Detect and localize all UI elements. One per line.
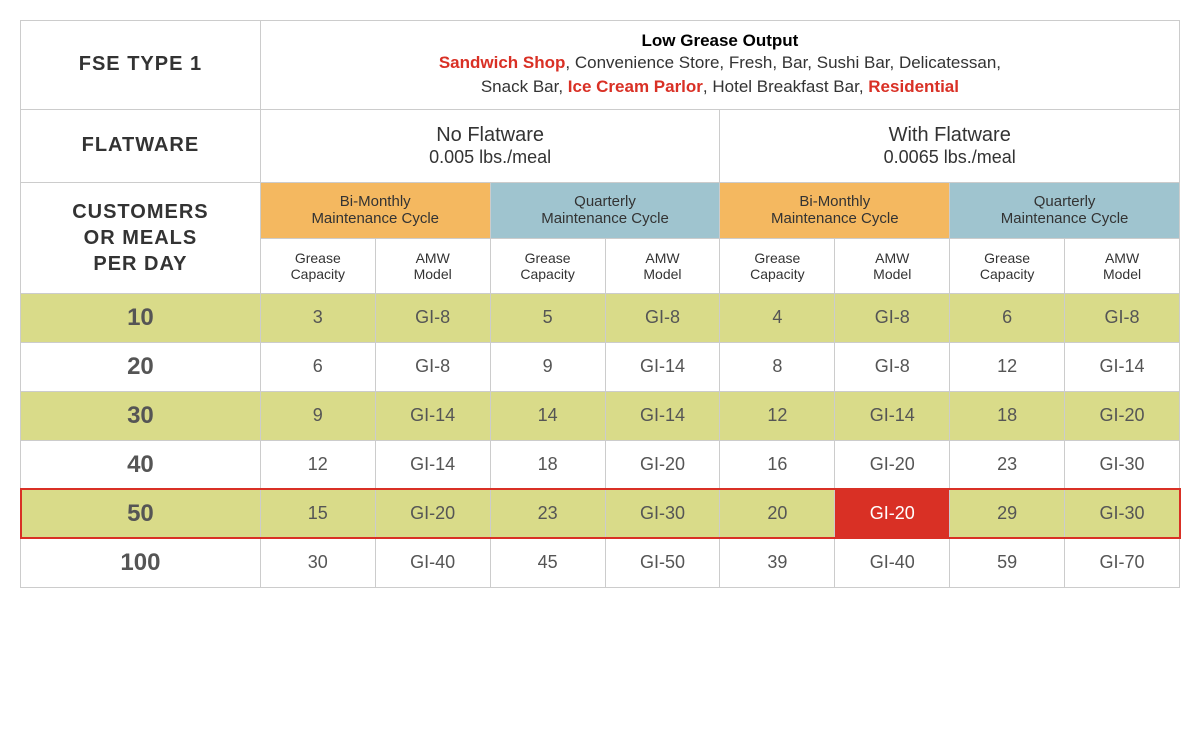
amw-model-value: GI-70 [1065,538,1180,587]
amw-model-value: GI-20 [835,489,950,538]
grease-capacity-value: 18 [490,440,605,489]
sub-amw-3: AMWModel [835,239,950,293]
amw-model-value: GI-20 [1065,391,1180,440]
grease-capacity-value: 39 [720,538,835,587]
with-flatware-rate: 0.0065 lbs./meal [734,147,1165,168]
amw-model-value: GI-50 [605,538,720,587]
fse-type-label: FSE TYPE 1 [21,21,261,110]
grease-capacity-value: 29 [950,489,1065,538]
amw-model-value: GI-30 [605,489,720,538]
sub-amw-2: AMWModel [605,239,720,293]
grease-capacity-value: 20 [720,489,835,538]
meals-value: 40 [21,440,261,489]
grease-capacity-value: 23 [490,489,605,538]
grease-capacity-value: 6 [950,293,1065,342]
amw-model-value: GI-8 [835,342,950,391]
with-flatware-cell: With Flatware 0.0065 lbs./meal [720,109,1180,182]
data-row: 103GI-85GI-84GI-86GI-8 [21,293,1180,342]
cycle-bimonthly-1: Bi-MonthlyMaintenance Cycle [260,182,490,239]
flatware-label: FLATWARE [21,109,261,182]
amw-model-value: GI-14 [375,440,490,489]
grease-capacity-value: 6 [260,342,375,391]
customers-label: CUSTOMERSOR MEALSPER DAY [21,182,261,293]
no-flatware-cell: No Flatware 0.005 lbs./meal [260,109,720,182]
grease-capacity-value: 5 [490,293,605,342]
sub-grease-3: GreaseCapacity [720,239,835,293]
amw-model-value: GI-8 [1065,293,1180,342]
amw-model-value: GI-20 [835,440,950,489]
meals-value: 10 [21,293,261,342]
amw-model-value: GI-14 [835,391,950,440]
amw-model-value: GI-14 [375,391,490,440]
meals-value: 20 [21,342,261,391]
sub-grease-1: GreaseCapacity [260,239,375,293]
desc-fragment: Residential [868,77,959,96]
amw-model-value: GI-20 [605,440,720,489]
amw-model-value: GI-8 [605,293,720,342]
grease-capacity-value: 12 [950,342,1065,391]
grease-capacity-value: 8 [720,342,835,391]
sub-amw-1: AMWModel [375,239,490,293]
desc-fragment: Snack Bar, [481,77,568,96]
amw-model-value: GI-14 [1065,342,1180,391]
meals-value: 100 [21,538,261,587]
meals-value: 30 [21,391,261,440]
meals-value: 50 [21,489,261,538]
cycle-quarterly-1: QuarterlyMaintenance Cycle [490,182,720,239]
data-row: 5015GI-2023GI-3020GI-2029GI-30 [21,489,1180,538]
amw-model-value: GI-8 [375,293,490,342]
header-description-cell: Low Grease Output Sandwich Shop, Conveni… [260,21,1179,110]
desc-fragment: , Convenience Store, Fresh, Bar, Sushi B… [565,53,1001,72]
grease-capacity-value: 3 [260,293,375,342]
amw-model-value: GI-40 [375,538,490,587]
data-row: 10030GI-4045GI-5039GI-4059GI-70 [21,538,1180,587]
sub-amw-4: AMWModel [1065,239,1180,293]
sub-grease-2: GreaseCapacity [490,239,605,293]
header-title: Low Grease Output [271,31,1169,51]
grease-capacity-value: 9 [260,391,375,440]
grease-capacity-value: 18 [950,391,1065,440]
grease-capacity-value: 15 [260,489,375,538]
amw-model-value: GI-20 [375,489,490,538]
amw-model-value: GI-40 [835,538,950,587]
amw-model-value: GI-30 [1065,489,1180,538]
desc-fragment: , Hotel Breakfast Bar, [703,77,868,96]
grease-capacity-value: 59 [950,538,1065,587]
data-row: 309GI-1414GI-1412GI-1418GI-20 [21,391,1180,440]
no-flatware-title: No Flatware [275,124,706,147]
grease-capacity-value: 16 [720,440,835,489]
grease-capacity-value: 45 [490,538,605,587]
amw-model-value: GI-8 [375,342,490,391]
header-row: FSE TYPE 1 Low Grease Output Sandwich Sh… [21,21,1180,110]
cycle-bimonthly-2: Bi-MonthlyMaintenance Cycle [720,182,950,239]
grease-capacity-value: 9 [490,342,605,391]
header-desc: Sandwich Shop, Convenience Store, Fresh,… [271,51,1169,99]
grease-capacity-value: 30 [260,538,375,587]
grease-capacity-value: 12 [260,440,375,489]
amw-model-value: GI-8 [835,293,950,342]
amw-model-value: GI-14 [605,391,720,440]
grease-capacity-value: 14 [490,391,605,440]
fse-sizing-table: FSE TYPE 1 Low Grease Output Sandwich Sh… [20,20,1180,588]
no-flatware-rate: 0.005 lbs./meal [275,147,706,168]
with-flatware-title: With Flatware [734,124,1165,147]
grease-capacity-value: 12 [720,391,835,440]
grease-capacity-value: 23 [950,440,1065,489]
data-row: 206GI-89GI-148GI-812GI-14 [21,342,1180,391]
sub-grease-4: GreaseCapacity [950,239,1065,293]
amw-model-value: GI-30 [1065,440,1180,489]
amw-model-value: GI-14 [605,342,720,391]
grease-capacity-value: 4 [720,293,835,342]
data-row: 4012GI-1418GI-2016GI-2023GI-30 [21,440,1180,489]
desc-fragment: Sandwich Shop [439,53,566,72]
desc-fragment: Ice Cream Parlor [568,77,703,96]
flatware-row: FLATWARE No Flatware 0.005 lbs./meal Wit… [21,109,1180,182]
cycle-header-row: CUSTOMERSOR MEALSPER DAY Bi-MonthlyMaint… [21,182,1180,239]
cycle-quarterly-2: QuarterlyMaintenance Cycle [950,182,1180,239]
